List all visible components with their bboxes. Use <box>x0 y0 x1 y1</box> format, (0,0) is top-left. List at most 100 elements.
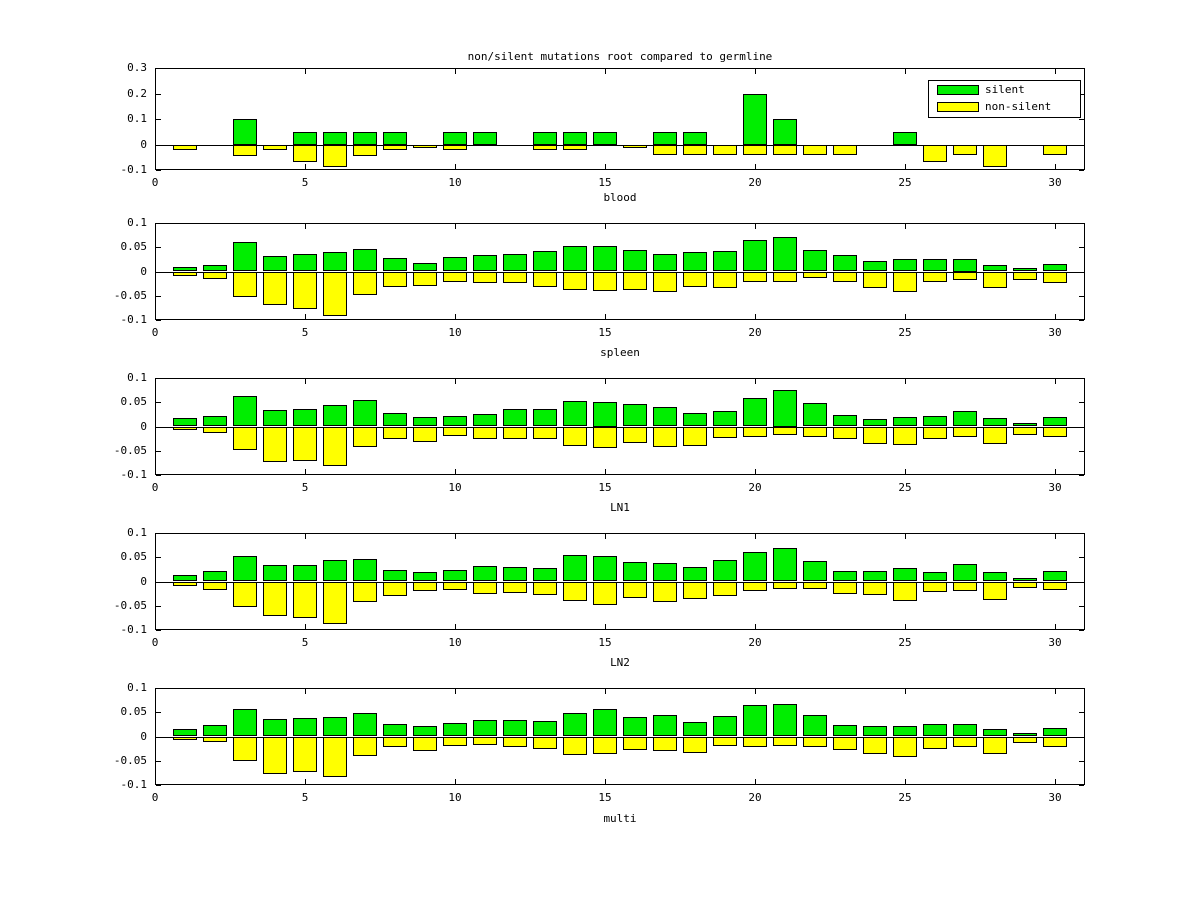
y-tick-label: -0.1 <box>120 163 148 176</box>
bar-silent <box>503 253 527 272</box>
y-tick-label: -0.1 <box>120 623 148 636</box>
x-tick-label: 25 <box>898 636 912 649</box>
bar-non-silent <box>743 144 767 155</box>
bar-silent <box>773 390 797 427</box>
y-tick <box>156 119 161 120</box>
bar-silent <box>323 559 347 582</box>
x-tick <box>905 689 906 694</box>
y-tick-label: 0.05 <box>120 395 148 408</box>
legend-swatch-non-silent-icon <box>937 101 979 112</box>
x-tick <box>605 69 606 74</box>
x-tick <box>455 379 456 384</box>
bar-non-silent <box>503 581 527 594</box>
bar-non-silent <box>803 426 827 437</box>
bar-silent <box>563 555 587 582</box>
bar-non-silent <box>293 581 317 619</box>
bar-non-silent <box>683 144 707 155</box>
bar-silent <box>233 242 257 272</box>
bar-non-silent <box>833 581 857 595</box>
bar-silent <box>1013 733 1037 737</box>
x-tick <box>305 224 306 229</box>
y-tick-label: 0.05 <box>120 240 148 253</box>
bar-silent <box>443 415 467 427</box>
bar-non-silent <box>953 736 977 748</box>
x-tick-label: 5 <box>301 481 309 494</box>
x-tick <box>1055 689 1056 694</box>
bar-silent <box>773 703 797 737</box>
x-tick <box>1055 379 1056 384</box>
x-tick <box>605 534 606 539</box>
bar-silent <box>1043 417 1067 427</box>
bar-non-silent <box>563 271 587 290</box>
y-tick <box>156 223 161 224</box>
bar-silent <box>173 574 197 582</box>
bar-non-silent <box>233 581 257 607</box>
y-tick-label: 0.1 <box>127 216 147 229</box>
legend-label-silent: silent <box>985 83 1025 96</box>
y-tick <box>156 451 161 452</box>
bar-non-silent <box>263 736 287 774</box>
bar-non-silent <box>233 736 257 761</box>
bar-silent <box>833 254 857 272</box>
bar-non-silent <box>713 271 737 288</box>
bar-non-silent <box>803 736 827 747</box>
x-tick <box>455 624 456 629</box>
bar-silent <box>833 724 857 737</box>
bar-silent <box>1043 570 1067 582</box>
x-tick <box>905 379 906 384</box>
x-tick <box>305 164 306 169</box>
bar-non-silent <box>413 426 437 443</box>
y-tick <box>156 247 161 248</box>
y-tick-label: 0 <box>140 575 147 588</box>
legend-row-silent: silent <box>929 81 1080 98</box>
x-tick <box>155 314 156 319</box>
y-tick <box>156 170 161 171</box>
bar-non-silent <box>383 581 407 596</box>
y-tick-label: 0.3 <box>127 61 147 74</box>
y-tick <box>1079 68 1084 69</box>
bar-non-silent <box>1043 271 1067 284</box>
bar-silent <box>923 416 947 427</box>
bar-silent <box>713 410 737 427</box>
bar-non-silent <box>1043 736 1067 747</box>
xlabel-spleen: spleen <box>600 346 640 359</box>
bar-silent <box>713 251 737 272</box>
bar-silent <box>263 256 287 272</box>
y-tick <box>1079 451 1084 452</box>
zero-line <box>155 427 1085 428</box>
x-tick <box>305 689 306 694</box>
bar-non-silent <box>683 736 707 753</box>
bar-non-silent <box>743 271 767 282</box>
bar-non-silent <box>233 144 257 156</box>
x-tick-label: 25 <box>898 176 912 189</box>
x-tick <box>305 779 306 784</box>
x-tick <box>905 469 906 474</box>
bar-non-silent <box>353 426 377 447</box>
y-tick-label: -0.1 <box>120 778 148 791</box>
x-tick <box>605 689 606 694</box>
bar-non-silent <box>893 581 917 601</box>
bar-non-silent <box>893 736 917 758</box>
x-tick <box>905 534 906 539</box>
y-tick <box>156 630 161 631</box>
x-tick <box>755 534 756 539</box>
x-tick-label: 30 <box>1048 176 1062 189</box>
bar-non-silent <box>323 581 347 625</box>
bar-non-silent <box>773 271 797 283</box>
y-tick <box>156 557 161 558</box>
x-tick <box>605 224 606 229</box>
bar-non-silent <box>833 144 857 155</box>
bar-silent <box>263 718 287 737</box>
x-tick-label: 25 <box>898 326 912 339</box>
bar-silent <box>893 726 917 737</box>
bar-non-silent <box>713 736 737 747</box>
x-tick-label: 15 <box>598 791 612 804</box>
bar-silent <box>713 560 737 582</box>
bar-silent <box>773 119 797 145</box>
bar-silent <box>473 720 497 737</box>
bar-silent <box>863 260 887 272</box>
bar-silent <box>803 249 827 272</box>
bar-non-silent <box>473 426 497 440</box>
bar-silent <box>233 709 257 737</box>
y-tick <box>1079 475 1084 476</box>
